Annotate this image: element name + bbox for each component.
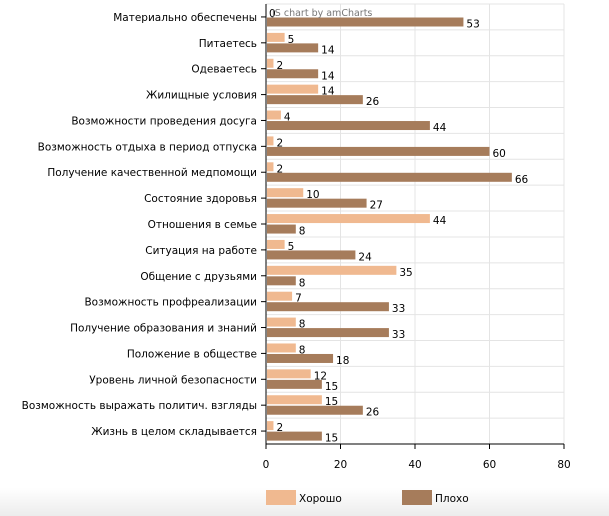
bar-good xyxy=(267,421,274,431)
bar-bad xyxy=(267,69,319,79)
legend-label: Плохо xyxy=(435,493,469,505)
data-label: 15 xyxy=(325,381,338,393)
category-label: Возможность отдыха в период отпуска xyxy=(38,141,257,153)
bar-good xyxy=(267,291,293,301)
bar-good xyxy=(267,84,319,94)
bar-good xyxy=(267,188,304,198)
category-label: Состояние здоровья xyxy=(144,193,257,205)
data-label: 2 xyxy=(276,137,283,149)
data-label: 14 xyxy=(321,44,335,56)
bar-bad xyxy=(267,95,363,105)
data-label: 35 xyxy=(399,267,412,279)
credit-text: JS chart by amCharts xyxy=(271,8,372,19)
data-label: 33 xyxy=(392,303,405,315)
bar-good xyxy=(267,369,311,379)
data-label: 18 xyxy=(336,355,349,367)
data-label: 8 xyxy=(299,226,306,238)
bar-bad xyxy=(267,121,430,131)
data-label: 2 xyxy=(276,163,283,175)
data-label: 12 xyxy=(314,370,327,382)
category-label: Одеваетесь xyxy=(191,64,257,76)
data-label: 14 xyxy=(321,70,335,82)
bar-good xyxy=(267,317,296,327)
bar-good xyxy=(267,32,285,42)
data-label: 5 xyxy=(288,34,295,46)
bar-good xyxy=(267,265,397,275)
category-label: Уровень личной безопасности xyxy=(89,374,257,386)
data-label: 14 xyxy=(321,86,335,98)
data-label: 8 xyxy=(299,319,306,331)
data-label: 66 xyxy=(515,174,529,186)
category-label: Положение в обществе xyxy=(127,348,257,360)
legend-swatch xyxy=(266,490,296,505)
data-label: 4 xyxy=(284,112,291,124)
category-label: Общение с друзьями xyxy=(140,271,257,283)
category-label: Возможность профреализации xyxy=(84,297,257,309)
x-tick-label: 60 xyxy=(483,459,496,471)
legend-label: Хорошо xyxy=(299,493,342,505)
footer-background xyxy=(0,488,609,516)
bar-good xyxy=(267,58,274,68)
bar-bad xyxy=(267,431,322,441)
bar-bad xyxy=(267,146,490,156)
category-label: Питаетесь xyxy=(199,38,257,50)
category-label: Возможности проведения досуга xyxy=(71,115,257,127)
bar-bad xyxy=(267,353,334,363)
data-label: 60 xyxy=(493,148,506,160)
bar-good xyxy=(267,395,322,405)
bar-bad xyxy=(267,379,322,389)
data-label: 8 xyxy=(299,344,306,356)
category-label: Жизнь в целом складывается xyxy=(91,426,257,438)
bar-bad xyxy=(267,43,319,53)
x-tick-label: 40 xyxy=(408,459,421,471)
data-label: 2 xyxy=(276,60,283,72)
category-label: Получение образования и знаний xyxy=(70,323,257,335)
bar-bad xyxy=(267,276,296,286)
category-label: Получение качественной медпомощи xyxy=(47,167,257,179)
data-label: 0 xyxy=(269,8,276,20)
data-label: 10 xyxy=(306,189,319,201)
data-label: 44 xyxy=(433,122,447,134)
category-label: Отношения в семье xyxy=(148,219,257,231)
data-label: 27 xyxy=(370,200,383,212)
data-label: 15 xyxy=(325,433,338,445)
bar-good xyxy=(267,343,296,353)
data-label: 24 xyxy=(358,251,372,263)
category-label: Возможность выражать политич. взгляды xyxy=(22,400,257,412)
bar-bad xyxy=(267,405,363,415)
bar-good xyxy=(267,136,274,146)
data-label: 53 xyxy=(466,19,479,31)
data-label: 7 xyxy=(295,293,302,305)
data-label: 26 xyxy=(366,407,380,419)
x-tick-label: 80 xyxy=(557,459,570,471)
data-label: 5 xyxy=(288,241,295,253)
category-label: Жилищные условия xyxy=(146,90,257,102)
bar-bad xyxy=(267,250,356,260)
legend-swatch xyxy=(402,490,432,505)
bar-bad xyxy=(267,17,464,27)
x-tick-label: 0 xyxy=(263,459,270,471)
bar-bad xyxy=(267,328,389,338)
data-label: 2 xyxy=(276,422,283,434)
x-tick-label: 20 xyxy=(334,459,347,471)
bar-good xyxy=(267,110,281,120)
bar-bad xyxy=(267,198,367,208)
bar-good xyxy=(267,162,274,172)
data-label: 15 xyxy=(325,396,338,408)
bar-bad xyxy=(267,302,389,312)
bar-bad xyxy=(267,172,512,182)
bar-bad xyxy=(267,224,296,234)
category-label: Ситуация на работе xyxy=(145,245,257,257)
bar-good xyxy=(267,214,430,224)
data-label: 8 xyxy=(299,277,306,289)
data-label: 44 xyxy=(433,215,447,227)
data-label: 26 xyxy=(366,96,380,108)
bar-good xyxy=(267,239,285,249)
category-label: Материально обеспечены xyxy=(113,12,257,24)
data-label: 33 xyxy=(392,329,405,341)
